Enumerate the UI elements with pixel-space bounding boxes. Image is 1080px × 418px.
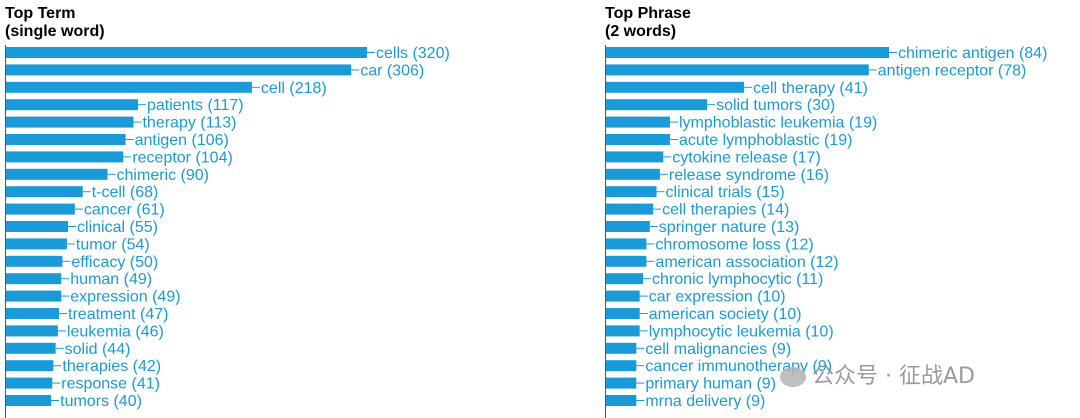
term-bar-label: treatment (47): [68, 306, 168, 323]
term-bar: [6, 81, 252, 93]
term-bar-label: response (41): [61, 376, 160, 393]
phrase-bar-label: chronic lymphocytic (11): [652, 271, 823, 288]
term-bar: [6, 238, 67, 250]
term-bar: [6, 64, 352, 76]
phrase-bar: [606, 203, 654, 215]
term-bar-label: receptor (104): [132, 149, 233, 166]
term-bar: [6, 203, 75, 215]
term-bar-label: solid (44): [65, 341, 131, 358]
phrase-bar-label: lymphocytic leukemia (10): [649, 323, 834, 340]
term-bar: [6, 168, 108, 180]
term-bar-label: antigen (106): [135, 132, 229, 149]
phrase-chart-title-line1: Top Phrase: [605, 5, 691, 22]
phrase-bar-label: car expression (10): [649, 289, 786, 306]
term-bar: [6, 134, 126, 145]
term-bar-label: t-cell (68): [92, 184, 159, 201]
term-bar-chart: cells (320)car (306) cell (218) patients (…: [6, 45, 450, 410]
term-bar-label: efficacy (50): [71, 254, 158, 271]
term-bar: [6, 290, 62, 302]
phrase-bar-label: chromosome loss (12): [655, 236, 813, 253]
term-bar: [6, 186, 83, 198]
phrase-bar: [606, 238, 647, 250]
term-chart-title-line2: (single word): [5, 23, 105, 40]
term-chart-axis: [5, 45, 6, 418]
term-bar-label: chimeric (90): [117, 167, 209, 184]
phrase-chart-title-line2: (2 words): [605, 23, 677, 40]
term-bar-label: cells (320): [376, 45, 450, 62]
phrase-bar-label: acute lymphoblastic (19): [679, 132, 852, 149]
term-bar: [6, 99, 138, 111]
term-bar-label: car (306): [360, 62, 424, 79]
term-bar: [6, 221, 69, 232]
phrase-bar-label: lymphoblastic leukemia (19): [679, 115, 877, 132]
term-bar: [6, 273, 62, 285]
phrase-bar: [606, 151, 664, 163]
phrase-chart-panel: Top Phrase (2 words) chimeric antigen (8…: [600, 0, 1080, 418]
term-bar: [6, 395, 52, 406]
phrase-bar: [606, 342, 637, 354]
phrase-bar-label: release syndrome (16): [669, 167, 829, 184]
phrase-bar-label: cell therapies (14): [662, 202, 789, 219]
phrase-bar: [606, 81, 745, 93]
phrase-chart-axis: [605, 45, 606, 418]
term-chart-title: Top Term (single word): [5, 5, 105, 41]
term-bar: [6, 151, 124, 163]
watermark-text: 公众号 · 征战AD: [812, 364, 975, 389]
term-bar-label: expression (49): [70, 289, 180, 306]
phrase-bar: [606, 47, 889, 58]
term-bar-label: tumor (54): [76, 236, 150, 253]
term-chart-panel: Top Term (single word) cells (320) car (3…: [5, 5, 450, 418]
phrase-bar: [606, 290, 640, 302]
phrase-bar-label: cytokine release (17): [672, 149, 821, 166]
term-bar-label: therapies (42): [62, 358, 161, 375]
phrase-bar-label: mrna delivery (9): [645, 393, 765, 410]
term-bar: [6, 325, 58, 337]
wechat-icon: [780, 367, 806, 387]
phrase-bar-label: cell malignancies (9): [645, 341, 791, 358]
term-bar: [6, 116, 134, 128]
phrase-bar: [606, 99, 708, 111]
phrase-bar: [606, 186, 657, 198]
phrase-bar: [606, 377, 637, 389]
phrase-bar: [606, 221, 650, 232]
phrase-bar-label: springer nature (13): [659, 219, 800, 236]
phrase-bar: [606, 273, 644, 285]
phrase-bar-label: american society (10): [649, 306, 802, 323]
term-bar: [6, 342, 56, 354]
term-bar: [6, 377, 53, 389]
watermark: 公众号 · 征战AD: [780, 358, 975, 390]
phrase-bar: [606, 64, 869, 76]
term-bar-label: patients (117): [147, 97, 244, 114]
phrase-chart-title: Top Phrase (2 words): [605, 5, 691, 41]
phrase-bar-label: primary human (9): [645, 376, 776, 393]
phrase-bar: [606, 360, 637, 372]
phrase-bar-chart: chimeric antigen (84)antigen receptor (7…: [606, 45, 1047, 410]
phrase-bar-label: clinical trials (15): [666, 184, 785, 201]
phrase-bar-label: antigen receptor (78): [878, 62, 1027, 79]
term-bar: [6, 47, 367, 58]
phrase-bar: [606, 308, 640, 319]
term-bar-label: tumors (40): [60, 393, 142, 410]
phrase-bar-label: american association (12): [655, 254, 838, 271]
phrase-bar: [606, 255, 647, 267]
phrase-bar: [606, 168, 660, 180]
term-bar: [6, 360, 54, 372]
phrase-bar-label: chimeric antigen (84): [898, 45, 1047, 62]
term-bar-label: leukemia (46): [67, 323, 164, 340]
phrase-bar: [606, 395, 637, 406]
term-bar: [6, 255, 63, 267]
term-bar-label: therapy (113): [142, 115, 236, 132]
term-bar-label: human (49): [70, 271, 152, 288]
phrase-bar-label: solid tumors (30): [716, 97, 835, 114]
term-bar: [6, 308, 60, 319]
phrase-bar: [606, 116, 671, 128]
phrase-bar-label: cell therapy (41): [753, 80, 868, 97]
phrase-bar: [606, 325, 640, 337]
phrase-bar: [606, 134, 671, 145]
term-chart-title-line1: Top Term: [5, 5, 76, 22]
term-bar-label: clinical (55): [77, 219, 158, 236]
term-bar-label: cell (218): [261, 80, 327, 97]
term-bar-label: cancer (61): [84, 202, 165, 219]
